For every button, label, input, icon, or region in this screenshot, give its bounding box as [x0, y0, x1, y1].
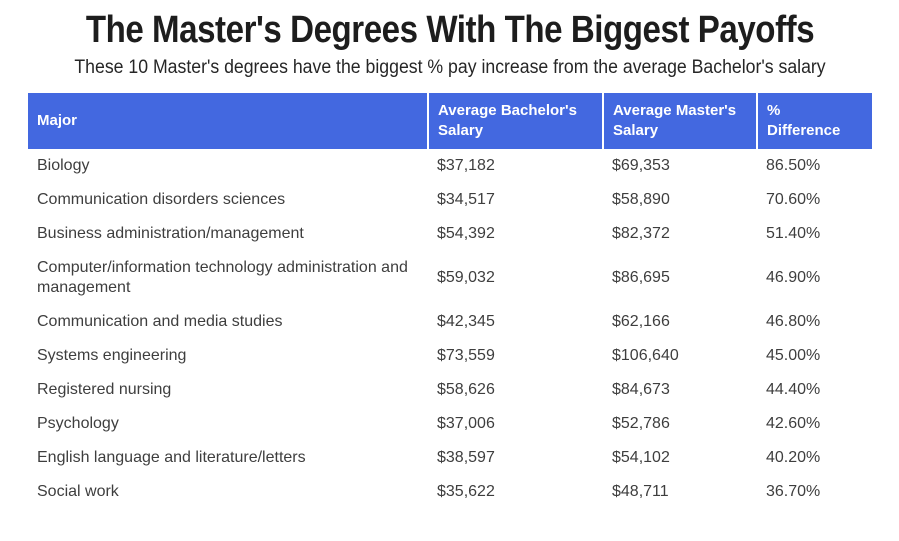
cell-percent-difference: 46.90%	[757, 251, 872, 305]
cell-bachelor-salary: $42,345	[428, 305, 603, 339]
cell-major: Psychology	[28, 407, 428, 441]
cell-master-salary: $106,640	[603, 339, 757, 373]
cell-percent-difference: 46.80%	[757, 305, 872, 339]
cell-percent-difference: 70.60%	[757, 183, 872, 217]
cell-percent-difference: 86.50%	[757, 149, 872, 183]
page-container: The Master's Degrees With The Biggest Pa…	[28, 7, 872, 509]
cell-major: Business administration/management	[28, 217, 428, 251]
table-row: Social work $35,622 $48,711 36.70%	[28, 475, 872, 509]
column-header-master-salary: Average Master's Salary	[602, 93, 757, 149]
table-row: Registered nursing $58,626 $84,673 44.40…	[28, 373, 872, 407]
table-row: Systems engineering $73,559 $106,640 45.…	[28, 339, 872, 373]
column-header-bachelor-salary: Average Bachelor's Salary	[427, 93, 603, 149]
cell-bachelor-salary: $38,597	[428, 441, 603, 475]
cell-major: Biology	[28, 149, 428, 183]
cell-major: Registered nursing	[28, 373, 428, 407]
page-title: The Master's Degrees With The Biggest Pa…	[85, 9, 815, 51]
table-row: Communication and media studies $42,345 …	[28, 305, 872, 339]
cell-master-salary: $84,673	[603, 373, 757, 407]
cell-master-salary: $86,695	[603, 251, 757, 305]
cell-master-salary: $58,890	[603, 183, 757, 217]
table-row: English language and literature/letters …	[28, 441, 872, 475]
table-row: Biology $37,182 $69,353 86.50%	[28, 149, 872, 183]
cell-percent-difference: 45.00%	[757, 339, 872, 373]
table-row: Psychology $37,006 $52,786 42.60%	[28, 407, 872, 441]
cell-master-salary: $52,786	[603, 407, 757, 441]
cell-master-salary: $48,711	[603, 475, 757, 509]
cell-major: Systems engineering	[28, 339, 428, 373]
table-row: Communication disorders sciences $34,517…	[28, 183, 872, 217]
cell-bachelor-salary: $54,392	[428, 217, 603, 251]
cell-master-salary: $69,353	[603, 149, 757, 183]
cell-bachelor-salary: $37,182	[428, 149, 603, 183]
table-row: Business administration/management $54,3…	[28, 217, 872, 251]
cell-percent-difference: 44.40%	[757, 373, 872, 407]
cell-percent-difference: 36.70%	[757, 475, 872, 509]
table-body: Biology $37,182 $69,353 86.50% Communica…	[28, 149, 872, 509]
payoff-table: Major Average Bachelor's Salary Average …	[28, 93, 872, 509]
column-header-percent-difference-label: % Difference	[767, 102, 841, 139]
table-header: Major Average Bachelor's Salary Average …	[28, 93, 872, 149]
table-row: Computer/information technology administ…	[28, 251, 872, 305]
cell-bachelor-salary: $35,622	[428, 475, 603, 509]
cell-bachelor-salary: $59,032	[428, 251, 603, 305]
cell-bachelor-salary: $34,517	[428, 183, 603, 217]
cell-major: English language and literature/letters	[28, 441, 428, 475]
cell-major: Communication disorders sciences	[28, 183, 428, 217]
cell-percent-difference: 42.60%	[757, 407, 872, 441]
cell-bachelor-salary: $37,006	[428, 407, 603, 441]
cell-percent-difference: 40.20%	[757, 441, 872, 475]
cell-major: Social work	[28, 475, 428, 509]
column-header-major: Major	[28, 93, 428, 149]
cell-bachelor-salary: $73,559	[428, 339, 603, 373]
column-header-percent-difference: % Difference	[756, 93, 872, 149]
cell-major: Communication and media studies	[28, 305, 428, 339]
cell-master-salary: $54,102	[603, 441, 757, 475]
header-row: Major Average Bachelor's Salary Average …	[28, 93, 872, 149]
cell-percent-difference: 51.40%	[757, 217, 872, 251]
cell-master-salary: $82,372	[603, 217, 757, 251]
cell-major: Computer/information technology administ…	[28, 251, 428, 305]
page-subtitle: These 10 Master's degrees have the bigge…	[74, 57, 826, 78]
cell-bachelor-salary: $58,626	[428, 373, 603, 407]
cell-master-salary: $62,166	[603, 305, 757, 339]
